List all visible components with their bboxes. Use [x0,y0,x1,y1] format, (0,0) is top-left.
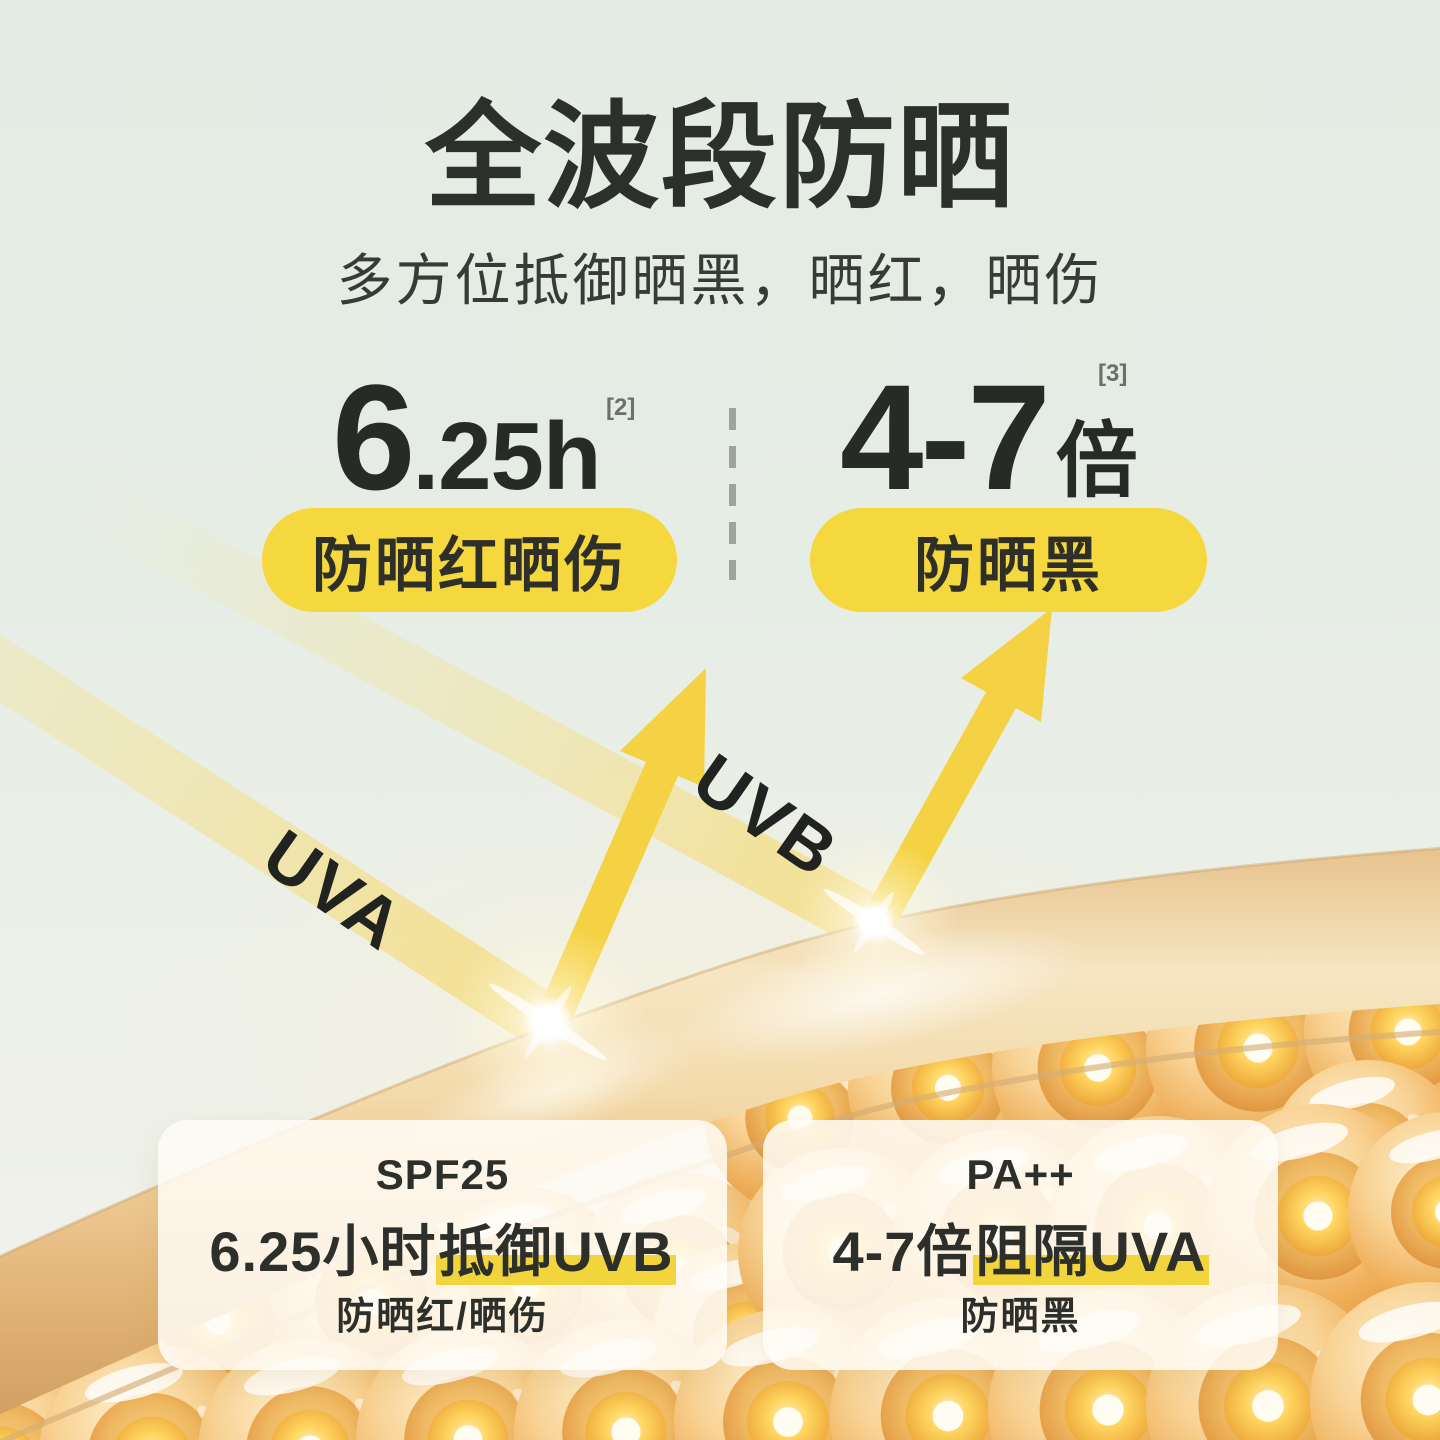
sunlight-beam-uva [0,634,560,1046]
stat-left-value-big: 6 [332,353,415,521]
stat-right-value-big: 4-7 [840,353,1051,521]
pa-card-main: 4-7倍阻隔UVA [832,1218,1209,1286]
stat-right-footnote: [3] [1098,360,1128,387]
stat-left-value: 6.25h [332,353,602,521]
spf-card-label: SPF25 [375,1151,510,1199]
pa-card-label: PA++ [966,1151,1075,1199]
stat-right-value: 4-7 倍 [840,362,1138,512]
pa-card-main-highlight: 阻隔UVA [973,1220,1209,1286]
stat-right-badge: 防晒黑 [810,508,1207,612]
reflection-glow-left [448,922,648,1122]
spf-card-main-highlight: 抵御UVB [436,1220,676,1286]
cream-wave-band [0,848,1440,1415]
pa-card-sub: 防晒黑 [960,1295,1081,1338]
spf-card-main-prefix: 6.25小时 [209,1220,437,1284]
page-subtitle: 多方位抵御晒黑，晒红，晒伤 [336,249,1104,312]
stat-right-unit: 倍 [1055,416,1138,507]
stat-left-badge: 防晒红晒伤 [262,508,677,612]
stat-left-footnote: [2] [606,394,636,421]
spf-info-card: SPF25 6.25小时抵御UVB 防晒红/晒伤 [158,1120,727,1370]
spf-card-main: 6.25小时抵御UVB [209,1218,676,1286]
pa-card-main-prefix: 4-7倍 [832,1220,974,1284]
stat-left-value-suffix: .25h [412,403,601,510]
spf-card-sub: 防晒红/晒伤 [336,1295,549,1338]
reflection-glow-right [789,837,959,1007]
pa-info-card: PA++ 4-7倍阻隔UVA 防晒黑 [763,1120,1278,1370]
page-title: 全波段防晒 [425,92,1015,222]
stats-dashed-divider [729,408,736,580]
